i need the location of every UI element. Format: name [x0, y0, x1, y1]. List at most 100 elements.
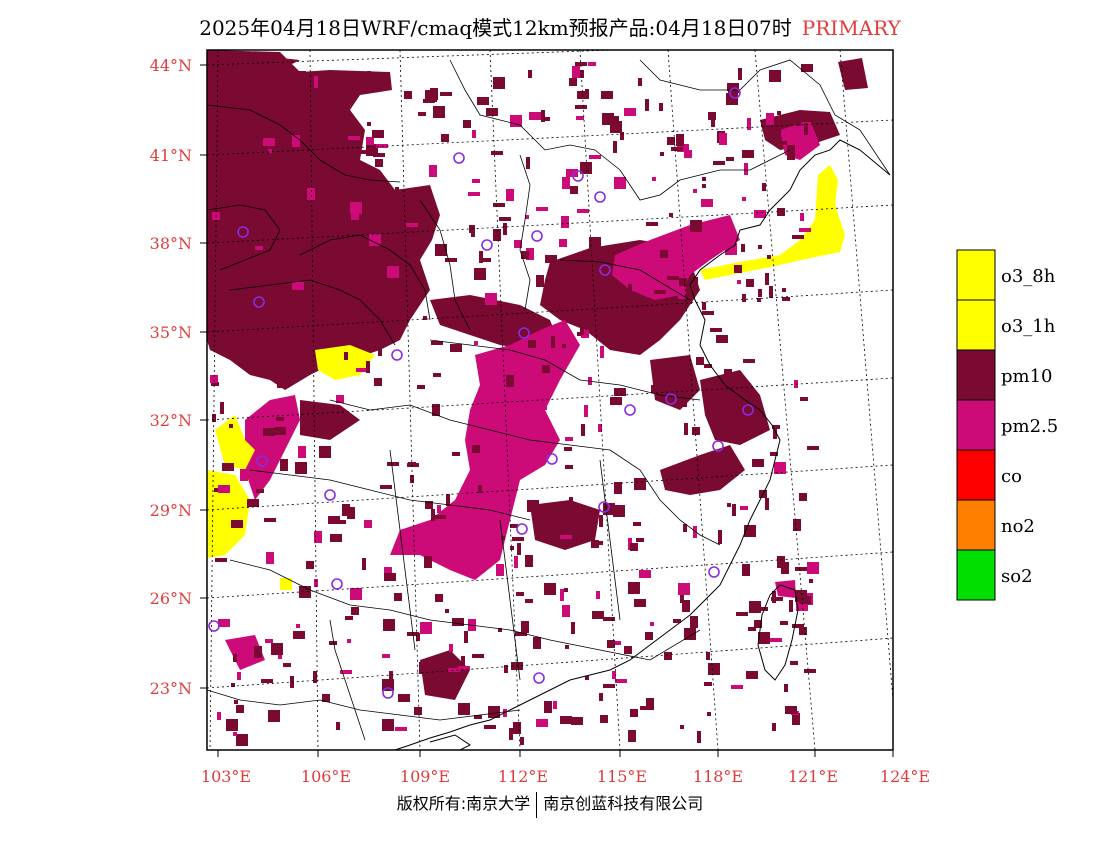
- grid-cell: [620, 132, 624, 140]
- grid-cell: [288, 325, 300, 329]
- grid-cell: [384, 573, 396, 581]
- grid-cell: [516, 592, 524, 596]
- grid-cell: [747, 383, 751, 391]
- grid-cell: [525, 555, 533, 567]
- grid-cell: [472, 445, 480, 453]
- grid-cell: [589, 155, 601, 159]
- grid-cell: [708, 663, 720, 675]
- grid-cell: [679, 278, 687, 286]
- grid-cell: [777, 111, 781, 115]
- grid-cell: [503, 223, 507, 235]
- grid-cell: [314, 531, 322, 543]
- grid-cell: [659, 103, 663, 111]
- grid-cell: [734, 265, 742, 273]
- grid-cell: [217, 712, 221, 720]
- grid-cell: [553, 701, 557, 709]
- grid-cell: [257, 152, 269, 156]
- grid-cell: [766, 113, 774, 125]
- grid-cell: [298, 71, 306, 75]
- grid-cell: [749, 601, 761, 613]
- legend-label-4: co: [1001, 466, 1022, 487]
- grid-cell: [367, 71, 371, 75]
- grid-cell: [274, 427, 286, 435]
- grid-cell: [572, 66, 580, 78]
- grid-cell: [690, 616, 698, 628]
- grid-cell: [382, 679, 394, 691]
- grid-cell: [294, 247, 306, 259]
- grid-cell: [316, 139, 324, 147]
- grid-cell: [560, 589, 564, 601]
- lon-label-115: 115°E: [597, 767, 647, 786]
- lon-label-106: 106°E: [301, 767, 351, 786]
- grid-cell: [726, 93, 738, 105]
- grid-cell: [581, 424, 585, 436]
- grid-cell: [213, 72, 217, 76]
- grid-cell: [804, 123, 808, 135]
- grid-cell: [628, 582, 640, 594]
- lon-label-124: 124°E: [880, 767, 930, 786]
- grid-cell: [268, 710, 280, 722]
- grid-cell: [389, 671, 393, 683]
- grid-cell: [484, 725, 496, 729]
- grid-cell: [769, 286, 773, 298]
- grid-cell: [332, 311, 344, 319]
- grid-cell: [486, 108, 498, 116]
- lat-label-26: 26°N: [150, 589, 192, 608]
- grid-cell: [770, 638, 782, 642]
- grid-cell: [356, 368, 368, 372]
- grid-cell: [445, 609, 449, 613]
- grid-cell: [536, 207, 548, 211]
- grid-cell: [463, 120, 471, 128]
- grid-cell: [236, 734, 248, 746]
- grid-cell: [757, 298, 761, 302]
- grid-cell: [742, 564, 750, 576]
- grid-cell: [226, 719, 238, 731]
- grid-cell: [528, 315, 536, 319]
- grid-cell: [283, 663, 291, 667]
- grid-cell: [584, 405, 588, 417]
- grid-cell: [702, 177, 706, 181]
- grid-cell: [446, 494, 450, 506]
- grid-cell: [544, 701, 552, 713]
- grid-cell: [600, 715, 608, 723]
- grid-cell: [545, 255, 557, 263]
- grid-cell: [448, 668, 460, 672]
- grid-cell: [710, 328, 722, 332]
- grid-cell: [799, 493, 807, 501]
- legend-label-3: pm2.5: [1001, 416, 1058, 437]
- grid-cell: [596, 591, 600, 599]
- grid-cell: [276, 378, 284, 382]
- grid-cell: [671, 147, 683, 151]
- grid-cell: [585, 676, 589, 680]
- grid-cell: [395, 727, 407, 731]
- grid-cell: [479, 251, 483, 263]
- grid-cell: [569, 497, 573, 501]
- grid-cell: [721, 398, 733, 402]
- grid-cell: [673, 619, 681, 623]
- grid-cell: [514, 556, 518, 568]
- grid-cell: [336, 722, 340, 730]
- grid-cell: [278, 655, 282, 659]
- legend-swatch-0: [956, 249, 996, 301]
- grid-cell: [410, 475, 414, 483]
- grid-cell: [711, 115, 715, 127]
- grid-cell: [740, 506, 748, 510]
- grid-cell: [514, 240, 522, 248]
- grid-cell: [678, 287, 686, 299]
- grid-cell: [588, 62, 596, 66]
- grid-cell: [430, 88, 438, 100]
- grid-cell: [597, 259, 601, 263]
- grid-cell: [418, 112, 426, 116]
- grid-cell: [785, 706, 797, 714]
- grid-cell: [474, 341, 478, 345]
- grid-cell: [678, 583, 690, 595]
- grid-cell: [435, 244, 447, 256]
- grid-cell: [425, 501, 433, 509]
- grid-cell: [634, 478, 646, 490]
- grid-cell: [702, 184, 706, 188]
- grid-cell: [474, 268, 486, 280]
- grid-cell: [684, 423, 688, 435]
- grid-cell: [603, 684, 615, 688]
- grid-cell: [347, 639, 351, 643]
- grid-cell: [660, 152, 664, 156]
